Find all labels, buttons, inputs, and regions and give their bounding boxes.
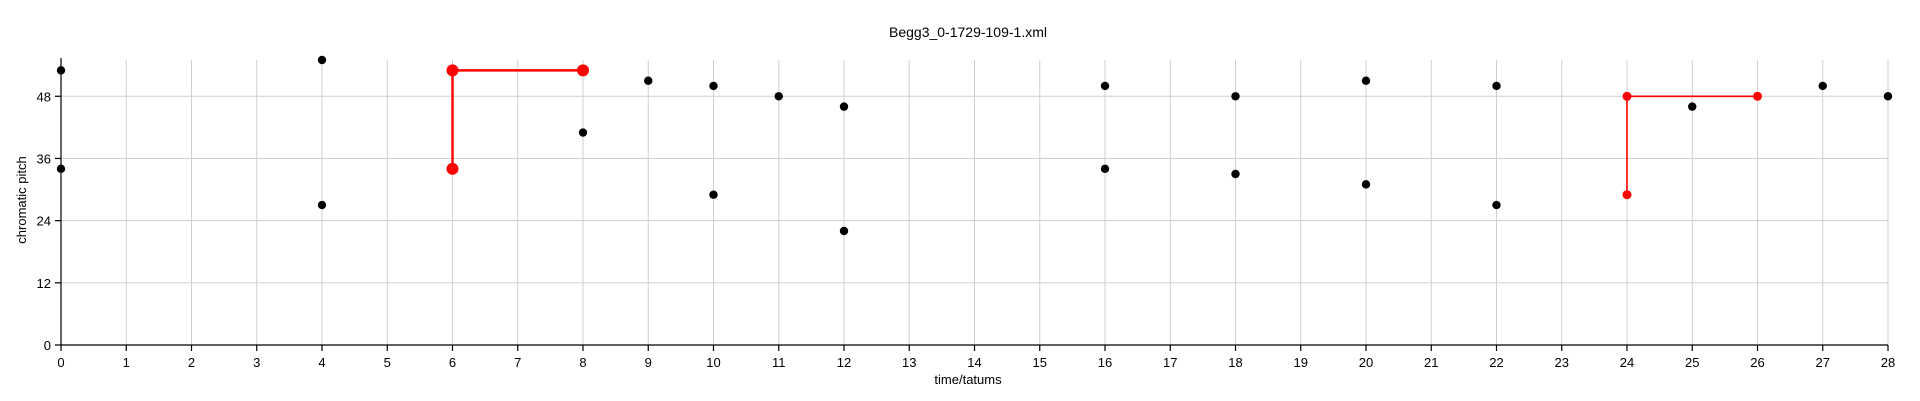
- data-point-0: [56, 66, 66, 75]
- x-tick-label-24: 24: [1620, 355, 1634, 370]
- data-points: [56, 55, 1893, 236]
- x-tick-label-27: 27: [1816, 355, 1830, 370]
- y-tick-label-36: 36: [37, 151, 51, 166]
- x-tick-label-2: 2: [188, 355, 195, 370]
- data-point-21: [1883, 92, 1893, 101]
- data-point-9: [839, 102, 849, 111]
- data-point-12: [1100, 164, 1110, 174]
- data-point-6: [709, 81, 718, 91]
- x-tick-label-19: 19: [1294, 355, 1308, 370]
- data-point-10: [839, 226, 849, 236]
- data-point-18: [1492, 200, 1501, 210]
- highlight-point-0-1: [446, 64, 459, 77]
- grid: [60, 60, 1889, 345]
- y-axis-label: chromatic pitch: [14, 156, 29, 243]
- x-tick-label-18: 18: [1228, 355, 1242, 370]
- x-tick-label-15: 15: [1033, 355, 1047, 370]
- data-point-3: [317, 200, 327, 210]
- x-tick-label-16: 16: [1098, 355, 1112, 370]
- highlight-point-1-0: [1622, 190, 1632, 200]
- highlight-point-0-2: [577, 64, 589, 77]
- data-point-1: [56, 164, 66, 174]
- x-tick-label-12: 12: [837, 355, 851, 370]
- highlight-point-1-1: [1622, 91, 1632, 101]
- data-point-20: [1818, 81, 1827, 91]
- x-tick-label-1: 1: [123, 355, 130, 370]
- data-point-8: [774, 92, 783, 101]
- y-tick-label-12: 12: [37, 276, 51, 291]
- data-point-11: [1100, 81, 1110, 91]
- x-tick-label-20: 20: [1359, 355, 1373, 370]
- data-point-15: [1361, 76, 1371, 85]
- x-tick-label-25: 25: [1685, 355, 1699, 370]
- data-point-13: [1231, 92, 1240, 101]
- x-tick-label-8: 8: [579, 355, 586, 370]
- chart-title: Begg3_0-1729-109-1.xml: [889, 24, 1047, 40]
- x-tick-label-9: 9: [645, 355, 652, 370]
- data-point-16: [1361, 180, 1371, 189]
- x-tick-label-22: 22: [1489, 355, 1503, 370]
- data-point-19: [1688, 102, 1697, 111]
- data-point-7: [709, 190, 718, 199]
- x-tick-label-5: 5: [384, 355, 391, 370]
- x-tick-label-7: 7: [514, 355, 521, 370]
- x-tick-label-11: 11: [772, 355, 786, 370]
- x-tick-label-28: 28: [1881, 355, 1895, 370]
- x-tick-label-0: 0: [57, 355, 64, 370]
- x-tick-label-13: 13: [902, 355, 916, 370]
- y-tick-label-24: 24: [37, 214, 51, 229]
- data-point-4: [578, 128, 588, 137]
- data-point-2: [317, 55, 327, 65]
- x-tick-label-23: 23: [1555, 355, 1569, 370]
- data-point-5: [644, 76, 653, 85]
- y-tick-label-0: 0: [44, 338, 51, 353]
- x-tick-label-21: 21: [1424, 355, 1438, 370]
- x-axis-label: time/tatums: [934, 372, 1002, 387]
- highlight-point-1-2: [1753, 91, 1762, 101]
- highlight-paths: [446, 64, 1762, 200]
- highlight-point-0-0: [446, 162, 459, 175]
- x-tick-label-17: 17: [1163, 355, 1177, 370]
- data-point-17: [1492, 81, 1501, 91]
- x-tick-label-3: 3: [253, 355, 260, 370]
- x-tick-label-26: 26: [1750, 355, 1764, 370]
- axes: [55, 58, 1889, 351]
- data-point-14: [1231, 169, 1240, 179]
- x-tick-label-14: 14: [967, 355, 981, 370]
- x-tick-label-10: 10: [706, 355, 720, 370]
- x-tick-label-4: 4: [318, 355, 325, 370]
- y-tick-label-48: 48: [37, 89, 51, 104]
- tick-labels: 0 1 2 3 4 5 6 7 8 9 10 11 12 13 14 15 16 17 18 19 20 21 22 23 24…: [37, 89, 1896, 370]
- x-tick-label-6: 6: [449, 355, 456, 370]
